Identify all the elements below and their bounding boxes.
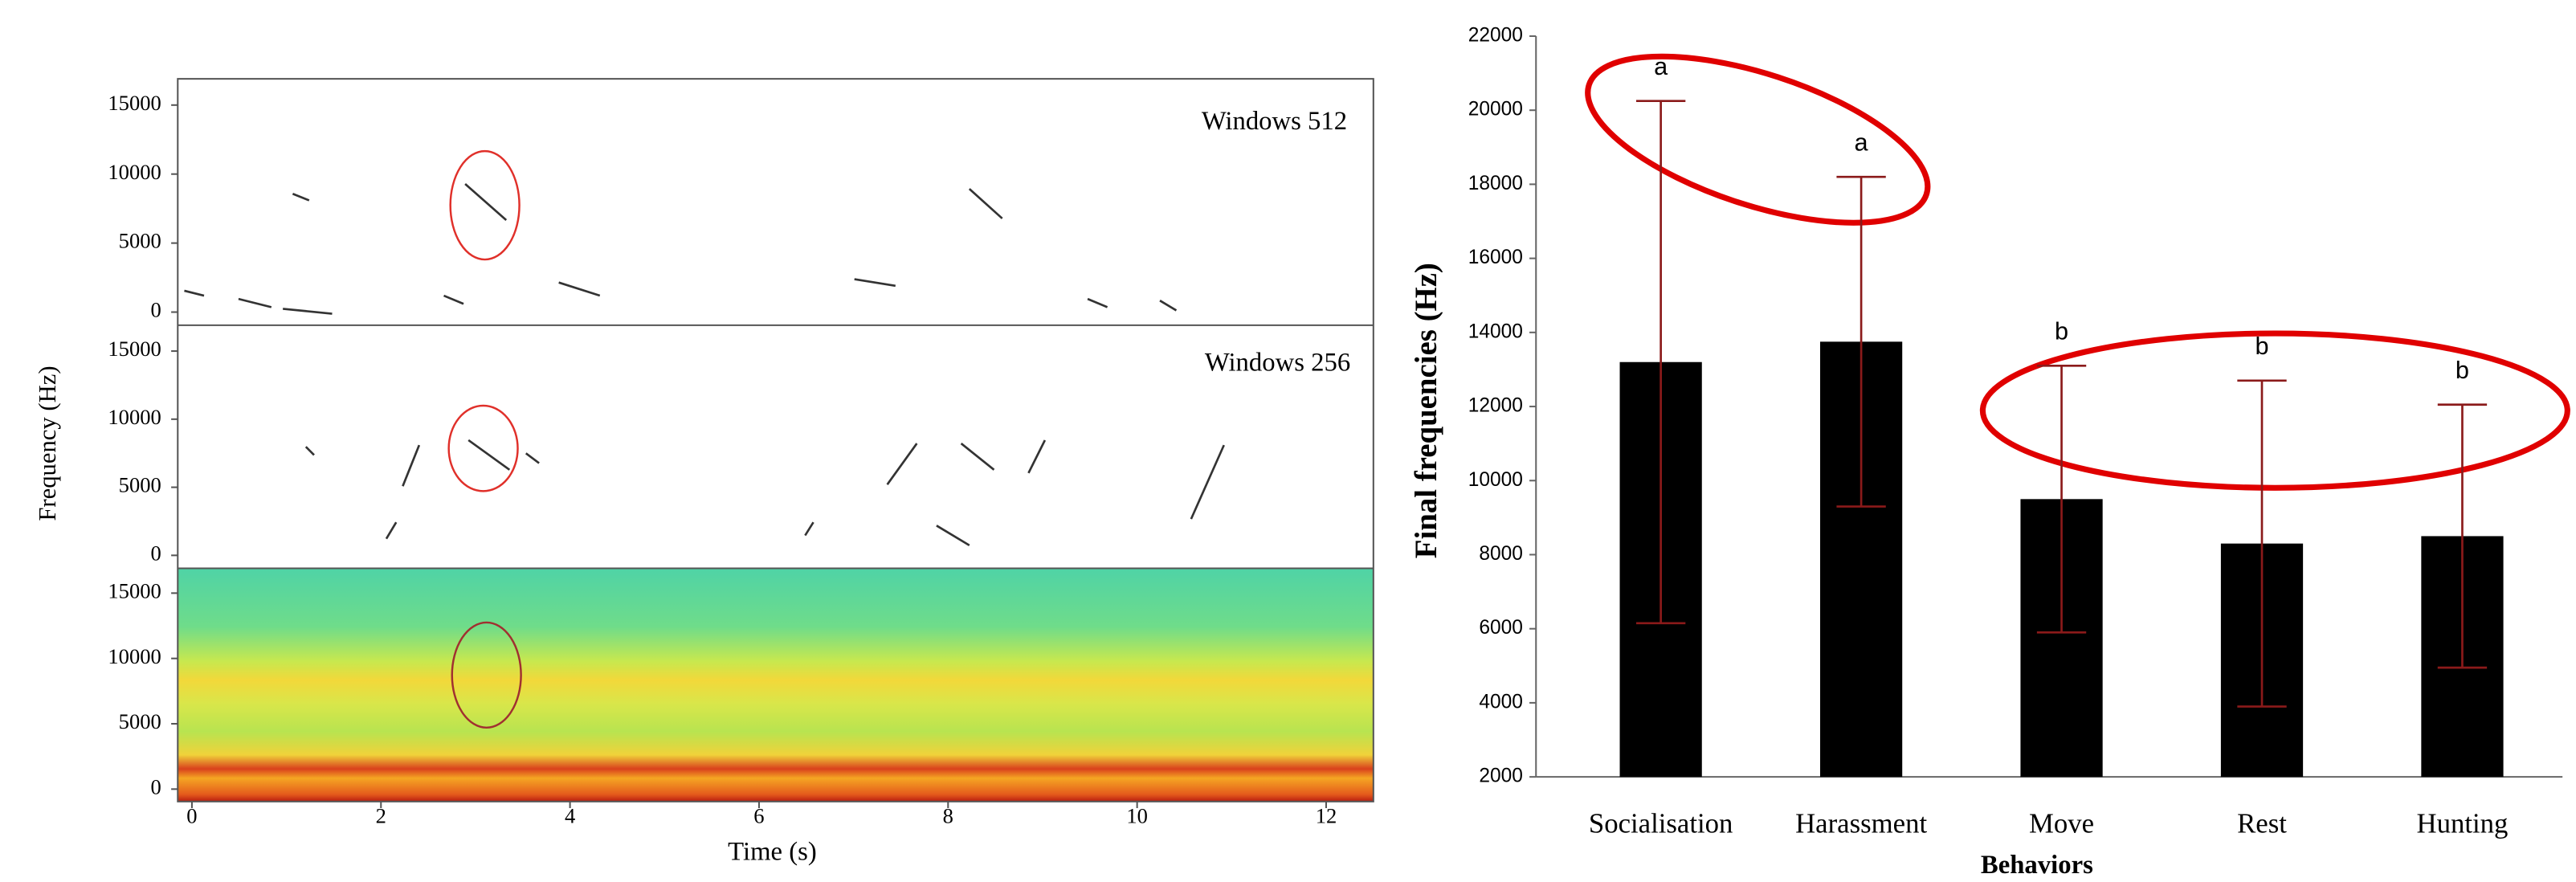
y-tick-label: 5000	[119, 709, 161, 733]
x-tick-label: Harassment	[1795, 807, 1927, 839]
y-axis-label: Final frequencies (Hz)	[1409, 263, 1443, 558]
significance-label: b	[2456, 357, 2469, 384]
significance-label: a	[1855, 129, 1869, 156]
highlight-circle	[449, 149, 521, 261]
y-axis-label: Frequency (Hz)	[34, 365, 61, 521]
y-tick-label: 18000	[1468, 173, 1523, 194]
significance-label: b	[2255, 333, 2268, 360]
y-tick-label: 0	[151, 774, 161, 798]
x-tick-label: 2	[376, 803, 386, 827]
y-tick-label: 10000	[108, 644, 161, 668]
x-axis-label: Time (s)	[728, 838, 817, 867]
y-tick-label: 10000	[108, 405, 161, 429]
y-tick-label: 8000	[1479, 543, 1523, 565]
y-tick-label: 20000	[1468, 99, 1523, 120]
x-tick-label: 6	[753, 803, 764, 827]
spectrogram-image	[178, 568, 1374, 802]
error-bar	[2036, 365, 2087, 634]
x-tick-label: Rest	[2237, 807, 2287, 839]
panel-frame	[177, 78, 1374, 802]
y-tick-label: 5000	[119, 229, 161, 253]
y-tick-label: 15000	[108, 337, 161, 361]
y-tick-label: 4000	[1479, 691, 1523, 713]
x-tick-label: Socialisation	[1589, 807, 1733, 839]
y-tick-label: 0	[151, 541, 161, 565]
error-bar	[1836, 175, 1886, 508]
significance-label: b	[2055, 318, 2068, 345]
y-tick-label: 16000	[1468, 247, 1523, 268]
error-bar	[2237, 379, 2287, 708]
y-tick-label: 6000	[1479, 617, 1523, 639]
highlight-circle	[447, 404, 519, 492]
highlight-ellipse	[1585, 53, 1931, 226]
error-bar	[2437, 403, 2488, 669]
y-tick-label: 22000	[1468, 24, 1523, 46]
y-tick-label: 10000	[108, 160, 161, 184]
x-tick-label: Move	[2029, 807, 2094, 839]
y-tick-label: 5000	[119, 473, 161, 497]
x-tick-label: Hunting	[2417, 807, 2509, 839]
y-tick-label: 0	[151, 298, 161, 322]
significance-label: a	[1654, 53, 1668, 80]
x-axis-label: Behaviors	[1981, 851, 2093, 880]
x-tick-label: 8	[943, 803, 953, 827]
error-bar	[1635, 100, 1686, 625]
highlight-ellipse	[1979, 330, 2570, 491]
y-tick-label: 15000	[108, 91, 161, 115]
y-tick-label: 10000	[1468, 469, 1523, 491]
x-tick-label: 4	[565, 803, 575, 827]
panel-label: Windows 256	[1205, 348, 1350, 377]
y-tick-label: 2000	[1479, 766, 1523, 787]
y-tick-label: 12000	[1468, 395, 1523, 417]
highlight-circle	[451, 621, 522, 729]
contours	[184, 183, 1225, 546]
y-tick-label: 15000	[108, 578, 161, 602]
y-tick-label: 14000	[1468, 321, 1523, 342]
panel-label: Windows 512	[1202, 107, 1347, 136]
x-tick-label: 0	[186, 803, 197, 827]
